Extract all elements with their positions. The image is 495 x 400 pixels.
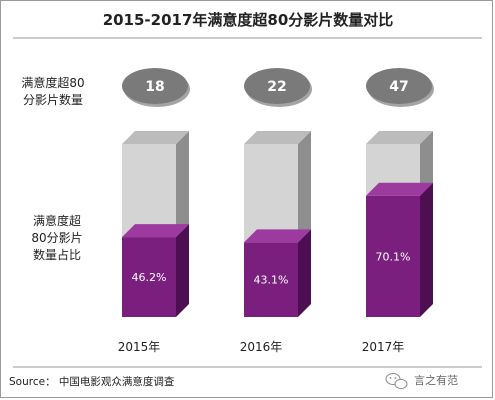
count-badge-0 <box>122 68 188 104</box>
bar-empty-side-0 <box>176 131 189 238</box>
bar-empty-front-0 <box>122 144 176 238</box>
bar-fill-front-1 <box>244 242 298 317</box>
bar-fill-side-1 <box>298 229 311 317</box>
legend-share-line-1: 满意度超 <box>33 213 81 228</box>
share-label-2: 70.1% <box>376 250 411 263</box>
count-value-2: 47 <box>389 79 408 95</box>
count-badge-1 <box>244 68 310 104</box>
bar-empty-top-0 <box>122 131 189 144</box>
bar-empty-side-1 <box>298 131 311 243</box>
bar-fill-side-2 <box>420 182 433 317</box>
bar-fill-top-2 <box>366 182 433 196</box>
source-note: Source： 中国电影观众满意度调查 <box>9 375 175 388</box>
category-label-1: 2016年 <box>240 340 283 354</box>
count-value-1: 22 <box>267 79 286 95</box>
share-label-1: 43.1% <box>254 274 289 287</box>
category-label-2: 2017年 <box>362 340 405 354</box>
bar-fill-top-0 <box>122 224 189 238</box>
wechat-icon <box>385 373 408 390</box>
chart-title: 2015-2017年满意度超80分影片数量对比 <box>103 11 394 29</box>
legend-share: 满意度超 80分影片 数量占比 <box>31 213 82 262</box>
count-badge-2 <box>366 68 432 104</box>
bar-empty-front-1 <box>244 144 298 243</box>
bar-empty-side-2 <box>420 131 433 196</box>
watermark-text: 言之有范 <box>414 373 458 387</box>
legend-count-line-2: 分影片数量 <box>23 92 83 107</box>
bar-fill-top-1 <box>244 229 311 243</box>
count-value-0: 18 <box>145 79 164 95</box>
bar-fill-front-0 <box>122 237 176 317</box>
bar-empty-top-2 <box>366 131 433 144</box>
share-label-0: 46.2% <box>132 271 167 284</box>
legend-share-line-2: 80分影片 <box>31 231 82 245</box>
bar-fill-front-2 <box>366 195 420 317</box>
legend-share-line-3: 数量占比 <box>33 247 81 262</box>
bar-fill-side-0 <box>176 224 189 317</box>
legend-count-line-1: 满意度超80 <box>21 75 84 90</box>
legend-count: 满意度超80 分影片数量 <box>21 75 84 107</box>
bars-layer: 46.2% 18 2015年 43.1% 22 2016年 70.1% 47 2017年 <box>118 68 434 354</box>
bar-empty-top-1 <box>244 131 311 144</box>
category-label-0: 2015年 <box>118 340 161 354</box>
